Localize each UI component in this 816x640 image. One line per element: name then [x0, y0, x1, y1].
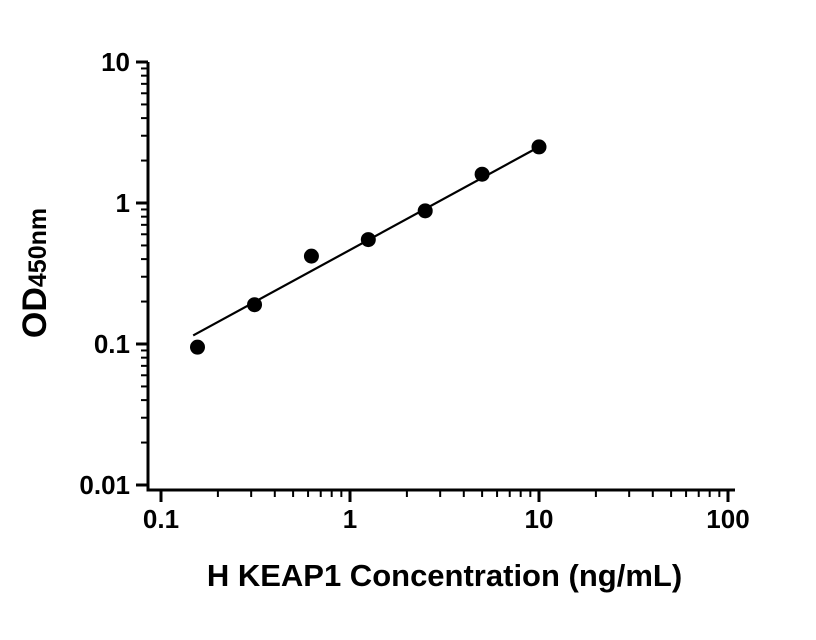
x-tick-label: 100 — [706, 504, 749, 534]
data-point — [247, 297, 263, 313]
y-tick-label: 1 — [116, 188, 130, 218]
x-tick-label: 10 — [525, 504, 554, 534]
data-point — [417, 203, 433, 219]
data-point — [531, 139, 547, 155]
y-tick-label: 0.01 — [79, 470, 130, 500]
data-point — [190, 339, 206, 355]
data-point — [360, 232, 376, 248]
y-tick-label: 0.1 — [94, 329, 130, 359]
axes-frame — [146, 62, 735, 492]
data-point — [474, 166, 490, 182]
x-tick-label: 0.1 — [143, 504, 179, 534]
y-axis-title-sub: 450nm — [24, 208, 52, 287]
data-point — [303, 248, 319, 264]
y-tick-label: 10 — [101, 47, 130, 77]
x-axis-title: H KEAP1 Concentration (ng/mL) — [207, 558, 682, 593]
y-axis-title: OD450nm — [16, 208, 54, 338]
x-tick-label: 1 — [343, 504, 357, 534]
y-axis-title-main: OD — [16, 287, 54, 338]
